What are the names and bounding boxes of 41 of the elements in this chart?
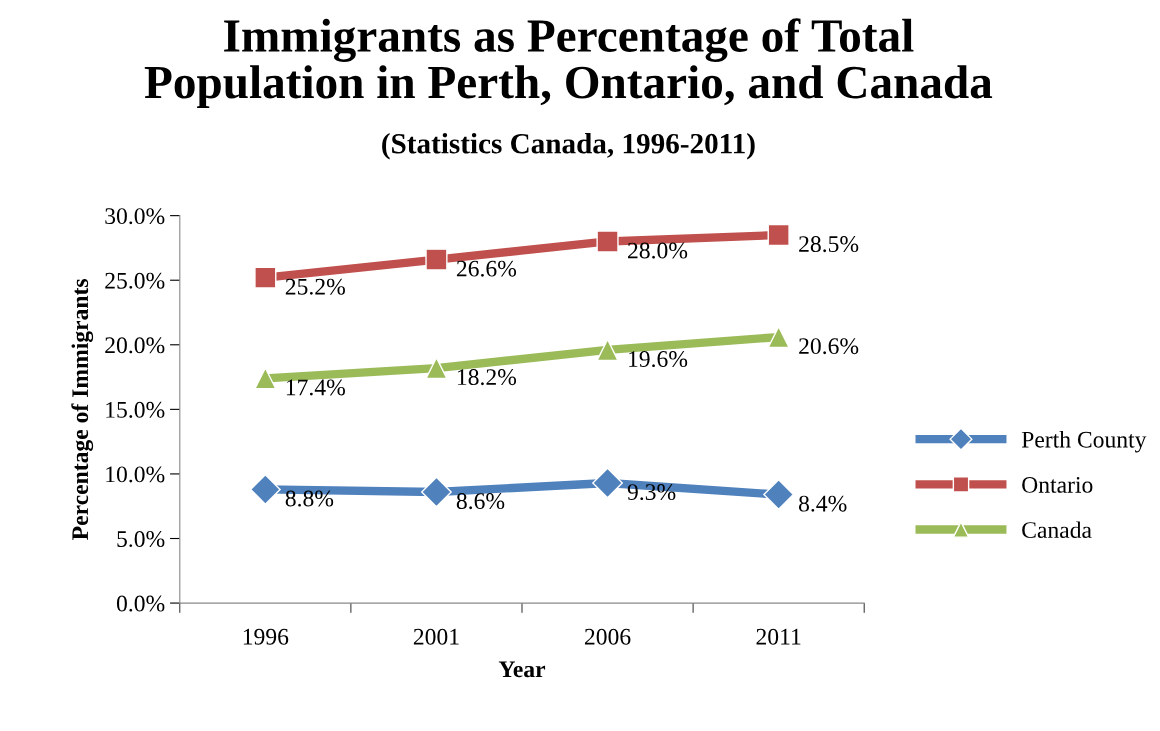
x-tick-label: 2001 (413, 628, 459, 645)
y-axis-title: Percentage of Immigrants (71, 279, 94, 540)
data-label: 20.6% (799, 338, 859, 355)
data-label: 19.6% (629, 351, 688, 368)
y-tick-label: 15.0% (106, 401, 165, 418)
x-tick-label: 1996 (243, 628, 289, 645)
y-tick-label: 0.0% (116, 595, 165, 612)
data-label: 25.2% (285, 278, 345, 295)
point (421, 476, 452, 508)
y-tick-label: 10.0% (106, 466, 165, 483)
y-tick-label: 20.0% (105, 337, 165, 354)
x-tick-label: 2006 (584, 628, 631, 645)
point (592, 467, 623, 499)
point (254, 367, 277, 390)
x-tick-label: 2011 (756, 628, 801, 645)
point (767, 223, 790, 247)
point (254, 266, 277, 289)
data-label: 18.2% (457, 369, 517, 386)
point (425, 356, 448, 380)
legend-label: Perth County (1021, 431, 1147, 453)
y-tick-label: 5.0% (117, 530, 165, 548)
y-tick-label: 30.0% (105, 208, 165, 225)
chart-subtitle: (Statistics Canada, 1996-2011) (382, 132, 755, 160)
data-label: 8.6% (456, 493, 505, 510)
point (763, 479, 795, 511)
data-label: 26.6% (456, 260, 517, 277)
point (596, 230, 619, 253)
chart-title: Immigrants as Percentage of Total Population in Perth, Ontario, and Canada (144, 18, 993, 109)
x-axis-title: Year (498, 661, 546, 678)
data-label: 8.8% (285, 490, 334, 507)
data-label: 8.4% (798, 495, 847, 512)
data-label: 28.0% (628, 242, 688, 259)
legend-label: Canada (1022, 521, 1092, 539)
legend-label: Ontario (1022, 476, 1093, 493)
data-label: 28.5% (799, 236, 859, 253)
data-label: 17.4% (286, 379, 345, 396)
point (596, 338, 619, 362)
y-tick-label: 25.0% (105, 272, 165, 289)
point (249, 474, 281, 505)
point (425, 248, 448, 271)
point (767, 325, 790, 349)
